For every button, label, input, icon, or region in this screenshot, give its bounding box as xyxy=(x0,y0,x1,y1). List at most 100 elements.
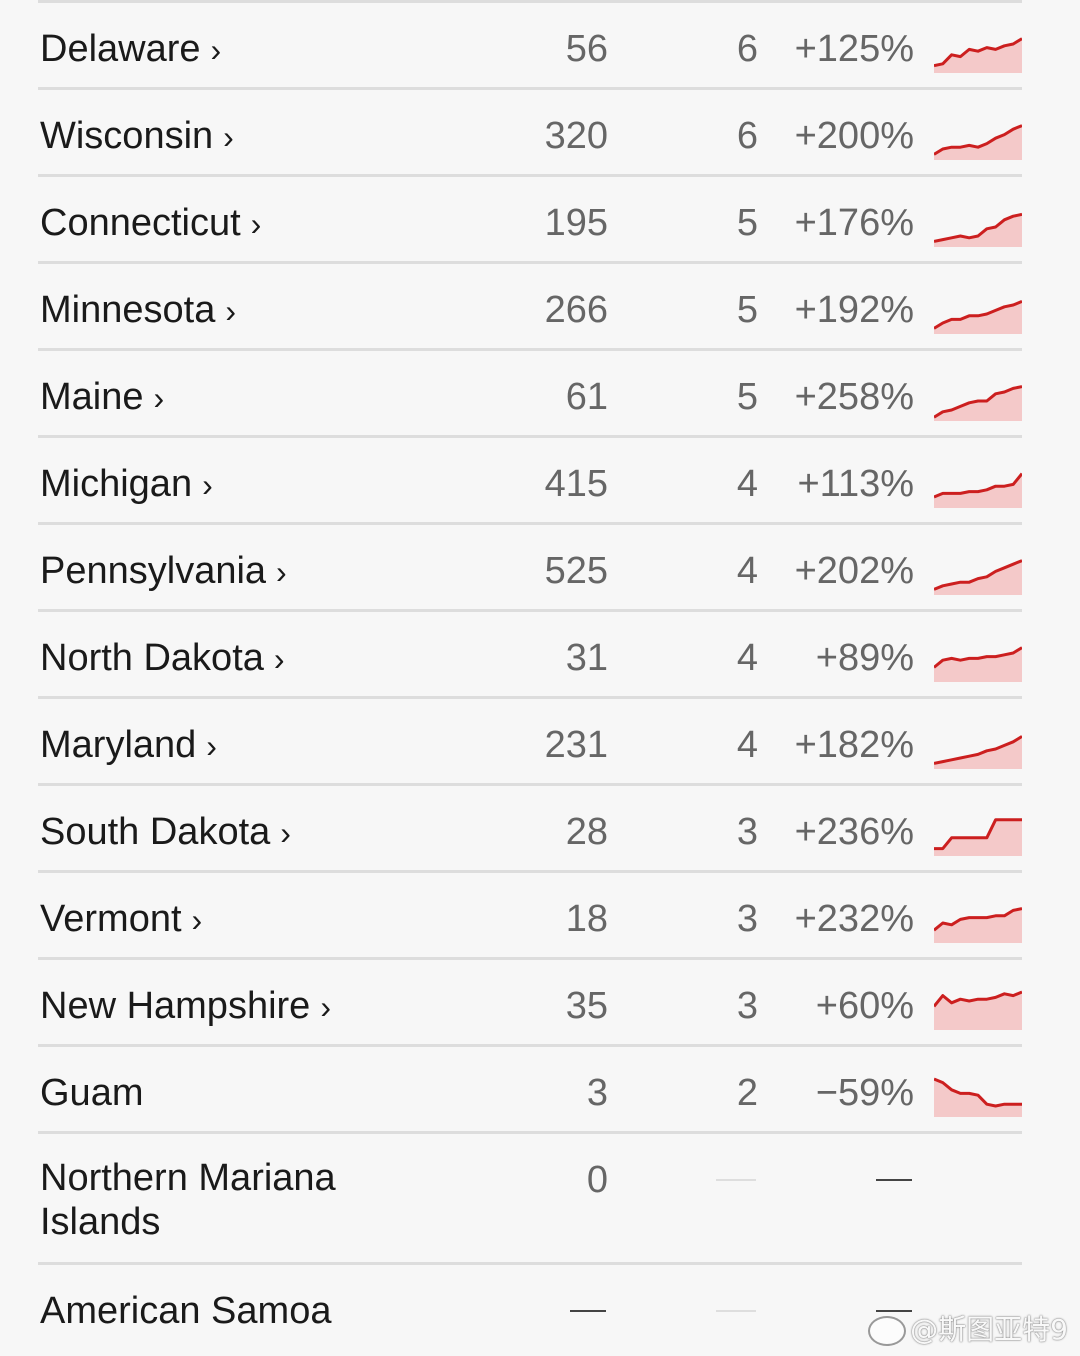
state-name-link[interactable]: New Hampshire › xyxy=(40,984,331,1029)
state-name-link[interactable]: Minnesota › xyxy=(40,288,236,333)
trend-sparkline xyxy=(934,212,1022,247)
table-row[interactable]: Maryland › 231 4 +182% xyxy=(38,699,1022,786)
sparkline-area xyxy=(934,560,1022,595)
table-row[interactable]: Pennsylvania › 525 4 +202% xyxy=(38,525,1022,612)
table-row[interactable]: Michigan › 415 4 +113% xyxy=(38,438,1022,525)
daily-average-value: 5 xyxy=(736,376,758,418)
percent-change-value: +89% xyxy=(815,637,914,679)
daily-average-value: 3 xyxy=(736,898,758,940)
sparkline-line xyxy=(934,735,1022,765)
daily-average-value: 6 xyxy=(736,28,758,70)
state-name: Vermont xyxy=(40,898,182,940)
sparkline-line xyxy=(934,472,1022,499)
daily-average-value: 5 xyxy=(736,202,758,244)
chevron-right-icon: › xyxy=(223,119,234,155)
chevron-right-icon: › xyxy=(280,815,291,851)
state-name-link[interactable]: North Dakota › xyxy=(40,636,285,681)
table-row: American Samoa xyxy=(38,1265,1022,1355)
state-name-link[interactable]: Maryland › xyxy=(40,723,217,768)
total-value: 35 xyxy=(565,985,608,1027)
sparkline-area xyxy=(934,38,1022,73)
daily-average-value: 4 xyxy=(736,637,758,679)
daily-average-value: 5 xyxy=(736,289,758,331)
total-value: 18 xyxy=(565,898,608,940)
sparkline-line xyxy=(934,1077,1022,1108)
percent-change-value: +176% xyxy=(794,202,914,244)
percent-change-value: +202% xyxy=(794,550,914,592)
trend-sparkline xyxy=(934,559,1022,595)
state-name: New Hampshire xyxy=(40,985,311,1027)
table-row: Northern Mariana Islands 0 xyxy=(38,1134,1022,1265)
percent-change-dash xyxy=(876,1179,912,1181)
sparkline-area xyxy=(934,1079,1022,1117)
daily-average-value: 2 xyxy=(736,1072,758,1114)
chevron-right-icon: › xyxy=(191,902,203,938)
percent-change-value: +232% xyxy=(794,898,914,940)
table-row[interactable]: Connecticut › 195 5 +176% xyxy=(38,177,1022,264)
state-name-link[interactable]: Maine › xyxy=(40,375,164,420)
state-name: Connecticut xyxy=(40,202,241,244)
table-row: Guam 3 2 −59% xyxy=(38,1047,1022,1134)
state-name-link[interactable]: Delaware › xyxy=(40,27,221,72)
sparkline-area xyxy=(934,736,1022,769)
daily-average-value: 4 xyxy=(736,550,758,592)
state-trends-table: Delaware › 56 6 +125% Wisconsin › 320 6 +200% Conn… xyxy=(38,3,1022,1355)
chevron-right-icon: › xyxy=(210,32,222,68)
state-name-link[interactable]: Pennsylvania › xyxy=(40,549,287,594)
percent-change-value: +60% xyxy=(815,985,914,1027)
table-row[interactable]: South Dakota › 28 3 +236% xyxy=(38,786,1022,873)
watermark: @斯图亚特9 xyxy=(868,1308,1068,1348)
percent-change-value: +182% xyxy=(794,724,914,766)
state-name: Michigan xyxy=(40,463,193,505)
state-name-link[interactable]: Connecticut › xyxy=(40,201,261,246)
trend-sparkline xyxy=(934,735,1022,769)
total-value: 0 xyxy=(586,1159,608,1201)
table-row[interactable]: Maine › 61 5 +258% xyxy=(38,351,1022,438)
top-divider xyxy=(38,0,1022,3)
total-value: 320 xyxy=(544,115,608,157)
percent-change-value: +192% xyxy=(794,289,914,331)
state-name-link[interactable]: South Dakota › xyxy=(40,810,291,855)
table-row[interactable]: New Hampshire › 35 3 +60% xyxy=(38,960,1022,1047)
trend-sparkline xyxy=(934,990,1022,1030)
sparkline-line xyxy=(934,212,1022,243)
state-name-link[interactable]: Michigan › xyxy=(40,462,213,507)
chevron-right-icon: › xyxy=(273,641,285,677)
chevron-right-icon: › xyxy=(225,293,236,329)
state-name-link[interactable]: Wisconsin › xyxy=(40,114,234,159)
percent-change-value: +113% xyxy=(797,463,914,505)
sparkline-area xyxy=(934,386,1022,421)
total-value: 266 xyxy=(544,289,608,331)
percent-change-dash xyxy=(876,1310,912,1312)
trend-sparkline xyxy=(934,300,1022,334)
daily-average-value: 6 xyxy=(736,115,758,157)
state-name: Maryland xyxy=(40,724,197,766)
chevron-right-icon: › xyxy=(250,206,262,242)
state-name-link[interactable]: Vermont › xyxy=(40,897,202,942)
percent-change-value: +200% xyxy=(794,115,914,157)
chevron-right-icon: › xyxy=(206,728,217,764)
sparkline-line xyxy=(934,990,1022,1008)
daily-average-value: 3 xyxy=(736,985,758,1027)
table-row[interactable]: Minnesota › 266 5 +192% xyxy=(38,264,1022,351)
table-row[interactable]: Wisconsin › 320 6 +200% xyxy=(38,90,1022,177)
daily-average-value: 3 xyxy=(736,811,758,853)
trend-sparkline xyxy=(934,818,1022,856)
total-value: 231 xyxy=(544,724,608,766)
state-name: Minnesota xyxy=(40,289,216,331)
state-name: Maine xyxy=(40,376,144,418)
trend-sparkline xyxy=(934,385,1022,421)
state-name: Delaware xyxy=(40,28,201,70)
state-name-link: Guam xyxy=(40,1071,143,1115)
sparkline-line xyxy=(934,385,1022,419)
table-row[interactable]: Vermont › 18 3 +232% xyxy=(38,873,1022,960)
trend-sparkline xyxy=(934,1077,1022,1117)
chevron-right-icon: › xyxy=(202,467,213,503)
table-row[interactable]: Delaware › 56 6 +125% xyxy=(38,3,1022,90)
average-dash xyxy=(716,1310,756,1312)
table-row[interactable]: North Dakota › 31 4 +89% xyxy=(38,612,1022,699)
trend-sparkline xyxy=(934,37,1022,73)
state-name: South Dakota xyxy=(40,811,271,853)
sparkline-line xyxy=(934,124,1022,156)
total-dash xyxy=(570,1310,606,1312)
